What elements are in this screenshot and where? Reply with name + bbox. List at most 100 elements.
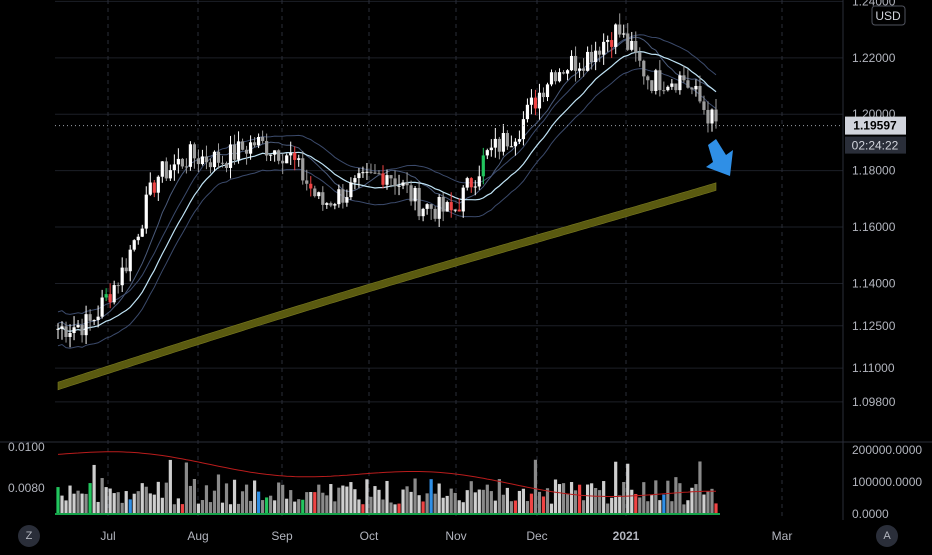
candle-body [160, 161, 164, 177]
price-tick-label: 1.16000 [852, 220, 896, 234]
candle-body [232, 144, 237, 160]
volume-bar [353, 489, 357, 514]
volume-bar [497, 479, 501, 514]
volume-bar [493, 500, 497, 514]
candle-body [622, 33, 626, 35]
volume-bar [116, 492, 120, 514]
volume-bar [112, 493, 116, 514]
candle-body [606, 40, 610, 42]
candle-body [365, 171, 369, 173]
candle-body [569, 55, 574, 71]
volume-bar [397, 503, 401, 514]
oscillator-tick-label: 0.0100 [8, 440, 45, 454]
candle-body [192, 144, 197, 159]
volume-bar [610, 497, 614, 514]
candle-body [509, 146, 513, 148]
candle-body [489, 147, 493, 151]
volume-bar [200, 500, 205, 514]
candle-body [208, 162, 213, 168]
candle-body [128, 249, 132, 272]
candle-body [124, 267, 128, 272]
volume-bar [124, 491, 128, 514]
candle-body [252, 142, 257, 146]
volume-bar [694, 484, 698, 514]
volume-bar [180, 504, 184, 514]
candle-body [413, 187, 417, 202]
auto-scale-button[interactable]: A [876, 525, 898, 547]
candle-body [337, 189, 341, 205]
volume-bar [525, 501, 530, 514]
volume-bar [606, 503, 610, 514]
zoom-button[interactable]: Z [18, 525, 40, 547]
candle-body [461, 187, 465, 212]
volume-bar [401, 489, 405, 514]
candle-body [618, 24, 622, 35]
volume-bar [313, 492, 317, 514]
time-tick-label: Dec [526, 529, 547, 543]
volume-bar [261, 500, 265, 514]
countdown-tag [845, 136, 906, 154]
candle-body [401, 182, 405, 186]
volume-bar [545, 488, 550, 514]
volume-bar [80, 493, 84, 514]
volume-bar [84, 493, 88, 514]
volume-bar [212, 490, 217, 514]
candle-body [369, 171, 373, 173]
down-arrow-icon [706, 139, 733, 176]
volume-bar [549, 503, 554, 514]
volume-bar [369, 496, 373, 514]
volume-bar [92, 464, 96, 514]
volume-bar [240, 491, 245, 514]
candle-body [329, 203, 333, 206]
candle-body [485, 150, 489, 156]
volume-bar [156, 481, 160, 514]
candle-body [309, 183, 313, 189]
candle-body [265, 141, 269, 156]
volume-bar [321, 492, 325, 514]
volume-bar [533, 459, 538, 514]
volume-bar [565, 493, 570, 514]
volume-bar [457, 500, 461, 514]
volume-bar [301, 499, 305, 514]
volume-bar [329, 484, 333, 514]
time-tick-label: 2021 [613, 529, 640, 543]
volume-bar [132, 493, 136, 514]
volume-bar [140, 483, 144, 514]
candle-body [172, 164, 176, 171]
candle-body [56, 328, 60, 330]
candle-body [144, 194, 148, 229]
candle-body [108, 294, 112, 303]
volume-bar [349, 482, 353, 514]
volume-bar [56, 487, 60, 514]
time-tick-label: Nov [445, 529, 466, 543]
candle-body [204, 156, 209, 163]
volume-bar [345, 486, 349, 514]
volume-bar [377, 489, 381, 514]
countdown-label: 02:24:22 [852, 139, 899, 153]
volume-bar [265, 497, 269, 514]
candle-body [662, 90, 666, 92]
candle-body [289, 152, 293, 156]
candle-body [281, 160, 285, 164]
candle-body [120, 267, 124, 286]
candle-body [100, 297, 104, 317]
candle-body [634, 40, 638, 53]
volume-bar [634, 493, 638, 514]
volume-bar [445, 495, 449, 514]
candle-body [513, 141, 517, 147]
volume-bar [618, 495, 622, 514]
candle-body [445, 202, 449, 212]
currency-label: USD [875, 9, 901, 23]
volume-bar [128, 499, 132, 514]
volume-bar [361, 504, 365, 514]
candle-body [626, 33, 630, 50]
candle-body [112, 285, 116, 303]
candle-body [353, 178, 357, 183]
candle-body [132, 240, 136, 250]
candle-body [317, 192, 321, 197]
volume-bar [389, 502, 393, 514]
candle-body [477, 176, 481, 187]
currency-badge [871, 5, 906, 26]
volume-bar [509, 501, 513, 514]
